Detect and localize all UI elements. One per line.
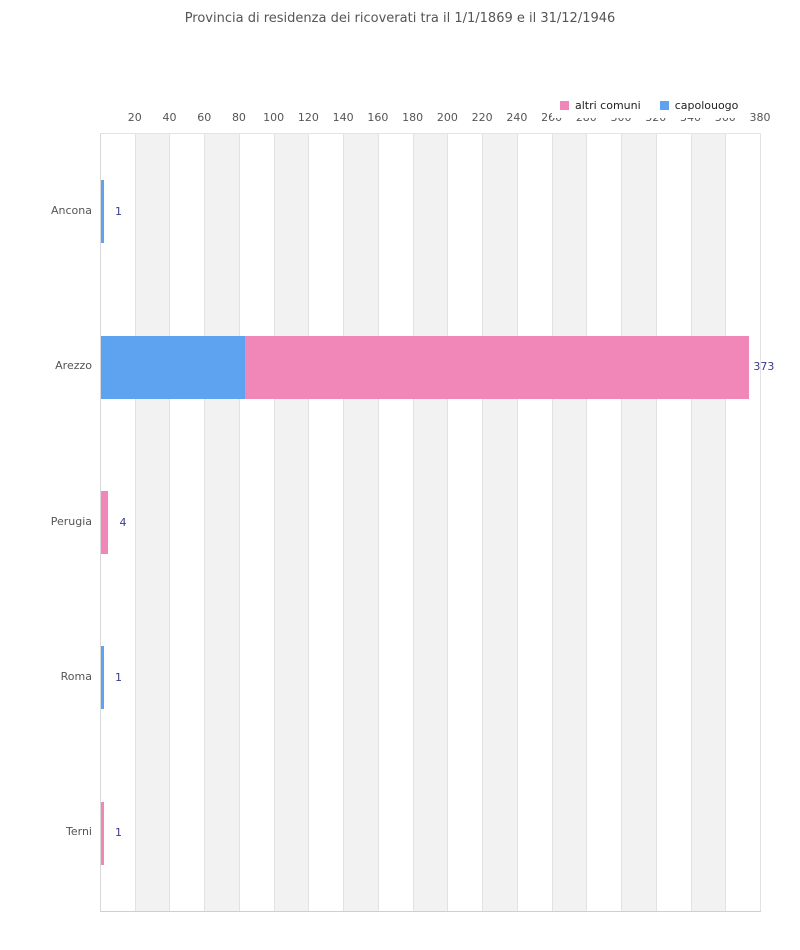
x-axis-tick-label-240: 240 (506, 111, 528, 124)
grid-band (691, 134, 727, 911)
category-label-terni: Terni (66, 825, 92, 839)
gridline-x-80 (238, 134, 240, 911)
gridline-x-140 (343, 134, 345, 911)
grid-band (344, 134, 379, 911)
value-label-arezzo: 373 (753, 360, 775, 374)
x-axis-tick-label-60: 60 (197, 111, 212, 124)
x-axis-tick-label-40: 40 (162, 111, 177, 124)
gridline-x-180 (412, 134, 414, 911)
bar-roma-capolouogo[interactable] (101, 646, 104, 710)
gridline-x-120 (308, 134, 310, 911)
bar-arezzo-altri-comuni[interactable] (245, 335, 749, 399)
grid-band (135, 134, 171, 911)
grid-band (205, 134, 240, 911)
bar-ancona-capolouogo[interactable] (101, 180, 104, 244)
category-label-roma: Roma (60, 669, 92, 683)
category-label-ancona: Ancona (51, 203, 92, 217)
legend-item-capolouogo[interactable]: capolouogo (659, 98, 739, 112)
legend-swatch-altri-comuni (560, 100, 569, 110)
legend: altri comuni capolouogo (552, 92, 747, 118)
gridline-x-40 (169, 134, 171, 911)
gridline-x-240 (516, 134, 518, 911)
gridline-x-340 (690, 134, 692, 911)
x-axis-tick-label-180: 180 (402, 111, 424, 124)
gridline-x-60 (204, 134, 206, 911)
gridline-x-160 (377, 134, 379, 911)
gridline-x-260 (551, 134, 553, 911)
x-axis-tick-label-200: 200 (436, 111, 458, 124)
gridline-x-320 (655, 134, 657, 911)
chart-title: Provincia di residenza dei ricoverati tr… (184, 11, 616, 26)
legend-label-capolouogo: capolouogo (674, 98, 739, 112)
x-axis-tick-label-20: 20 (127, 111, 142, 124)
x-axis-tick-label-100: 100 (263, 111, 285, 124)
value-label-perugia: 4 (119, 515, 127, 529)
x-axis-tick-label-380: 380 (749, 111, 771, 124)
category-label-perugia: Perugia (50, 514, 92, 528)
bar-arezzo-capolouogo[interactable] (101, 335, 246, 399)
x-axis-tick-label-120: 120 (297, 111, 319, 124)
gridline-x-280 (586, 134, 588, 911)
legend-swatch-capolouogo (659, 100, 669, 110)
grid-band (552, 134, 588, 911)
bar-perugia-altri-comuni[interactable] (101, 491, 108, 554)
gridline-x-380 (760, 134, 761, 911)
grid-band (413, 134, 449, 911)
x-axis-tick-label-80: 80 (231, 111, 246, 124)
gridline-x-300 (621, 134, 623, 911)
x-axis-tick-label-160: 160 (367, 111, 389, 124)
value-label-roma: 1 (115, 670, 122, 684)
grid-band (622, 134, 657, 911)
grid-band (483, 134, 518, 911)
gridline-x-200 (447, 134, 449, 911)
gridline-x-220 (482, 134, 484, 911)
legend-label-altri-comuni: altri comuni (575, 98, 641, 112)
plot-area: 1 373 4 1 1 (100, 133, 774, 912)
gridline-x-100 (273, 134, 275, 911)
value-label-terni: 1 (115, 826, 122, 840)
category-label-arezzo: Arezzo (55, 359, 92, 373)
gridline-x-360 (725, 134, 727, 911)
bar-terni-altri-comuni[interactable] (101, 801, 104, 865)
gridline-x-20 (134, 134, 136, 911)
grid-band (274, 134, 310, 911)
legend-item-altri-comuni[interactable]: altri comuni (560, 99, 641, 112)
x-axis-tick-label-220: 220 (471, 111, 493, 124)
x-axis-tick-label-140: 140 (332, 111, 354, 124)
value-label-ancona: 1 (115, 204, 122, 218)
